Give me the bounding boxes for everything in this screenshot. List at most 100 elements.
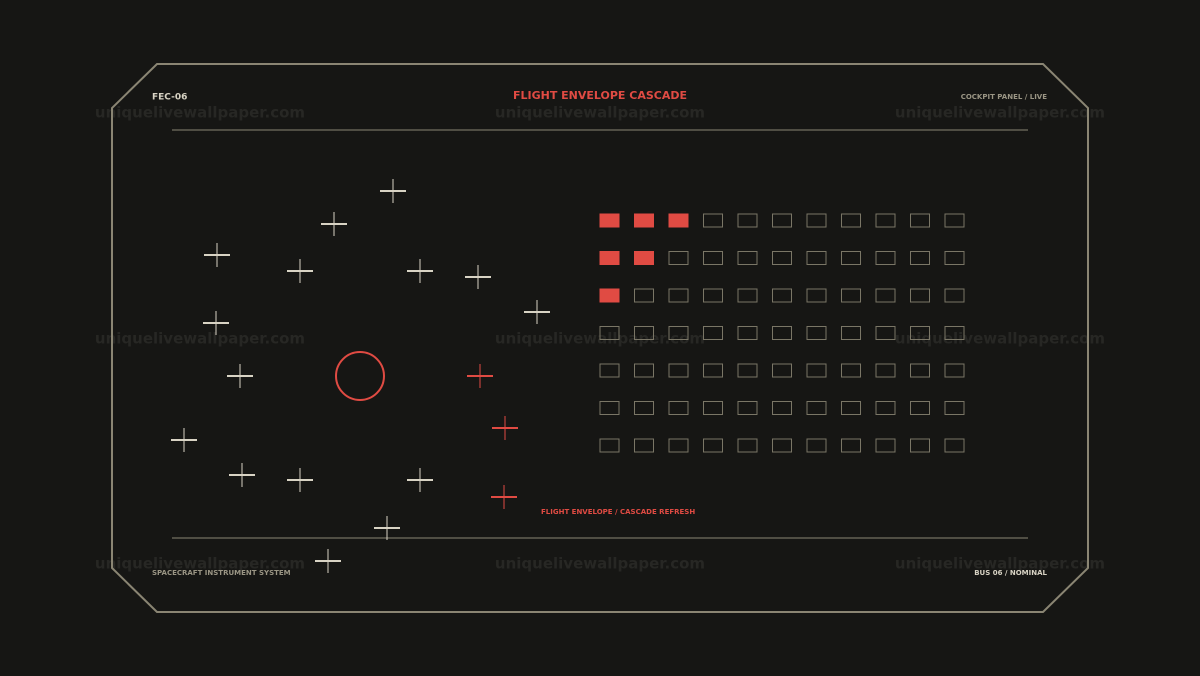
- cell: [668, 401, 689, 415]
- crosshair: [321, 212, 347, 236]
- cell: [875, 251, 896, 265]
- cell-active: [599, 213, 620, 228]
- watermark: uniquelivewallpaper.com: [895, 330, 1105, 348]
- cell: [668, 438, 689, 453]
- cell: [703, 213, 723, 228]
- cell: [737, 251, 758, 265]
- cell: [772, 438, 792, 453]
- watermark: uniquelivewallpaper.com: [95, 104, 305, 122]
- cell: [737, 288, 758, 303]
- watermark: uniquelivewallpaper.com: [495, 104, 705, 122]
- cell: [634, 401, 654, 415]
- crosshair: [407, 468, 433, 492]
- cell: [944, 401, 965, 415]
- panel-code: FEC-06: [152, 93, 187, 103]
- crosshair: [465, 265, 491, 289]
- crosshair: [467, 364, 493, 388]
- crosshair: [491, 485, 517, 509]
- watermarks: uniquelivewallpaper.com uniquelivewallpa…: [95, 104, 1105, 573]
- cell: [737, 438, 758, 453]
- cell: [841, 251, 861, 265]
- cell: [668, 251, 689, 265]
- cell: [910, 288, 930, 303]
- cell-active: [599, 288, 620, 303]
- cell: [944, 251, 965, 265]
- panel-title: FLIGHT ENVELOPE CASCADE: [513, 89, 687, 102]
- crosshair: [315, 549, 341, 573]
- crosshair: [287, 259, 313, 283]
- crosshair: [287, 468, 313, 492]
- cell: [806, 251, 827, 265]
- cell: [944, 363, 965, 378]
- cell: [875, 438, 896, 453]
- crosshair: [407, 259, 433, 283]
- cell: [772, 251, 792, 265]
- cell: [875, 363, 896, 378]
- cell: [703, 438, 723, 453]
- cell: [841, 401, 861, 415]
- cell: [910, 213, 930, 228]
- cell: [772, 213, 792, 228]
- cell: [772, 288, 792, 303]
- cell: [841, 213, 861, 228]
- frame: [111, 63, 1089, 613]
- cell: [944, 213, 965, 228]
- cell: [634, 438, 654, 453]
- crosshair: [171, 428, 197, 452]
- crosshair: [203, 311, 229, 335]
- cell: [772, 326, 792, 340]
- crosshair: [374, 516, 400, 540]
- cell: [910, 401, 930, 415]
- watermark: uniquelivewallpaper.com: [495, 555, 705, 573]
- cell: [703, 288, 723, 303]
- cell: [910, 363, 930, 378]
- cell: [703, 251, 723, 265]
- cell: [703, 401, 723, 415]
- cell: [599, 438, 620, 453]
- target-ring: [335, 351, 385, 401]
- cell: [737, 401, 758, 415]
- cell: [875, 288, 896, 303]
- cell: [841, 363, 861, 378]
- cell: [944, 438, 965, 453]
- cell-active: [668, 213, 689, 228]
- cell: [703, 363, 723, 378]
- cell: [634, 288, 654, 303]
- cell: [806, 326, 827, 340]
- cell-active: [634, 251, 654, 265]
- cell: [944, 288, 965, 303]
- watermark: uniquelivewallpaper.com: [95, 555, 305, 573]
- cell: [737, 363, 758, 378]
- cell: [737, 213, 758, 228]
- watermark: uniquelivewallpaper.com: [895, 555, 1105, 573]
- cell: [841, 438, 861, 453]
- cell: [668, 326, 689, 340]
- crosshair: [227, 364, 253, 388]
- cell: [841, 326, 861, 340]
- watermark: uniquelivewallpaper.com: [895, 104, 1105, 122]
- cell: [737, 326, 758, 340]
- cell: [875, 213, 896, 228]
- cell: [806, 438, 827, 453]
- crosshair: [204, 243, 230, 267]
- cell: [875, 401, 896, 415]
- cell: [910, 326, 930, 340]
- crosshair: [229, 463, 255, 487]
- crosshair: [492, 416, 518, 440]
- cell: [806, 401, 827, 415]
- cell: [634, 363, 654, 378]
- cell: [599, 363, 620, 378]
- cell: [599, 401, 620, 415]
- cell-active: [634, 213, 654, 228]
- cell: [772, 401, 792, 415]
- cell: [910, 251, 930, 265]
- caption: FLIGHT ENVELOPE / CASCADE REFRESH: [541, 508, 695, 516]
- cell: [944, 326, 965, 340]
- cell: [703, 326, 723, 340]
- cell: [668, 288, 689, 303]
- cell: [668, 363, 689, 378]
- cell: [599, 326, 620, 340]
- system-label: SPACECRAFT INSTRUMENT SYSTEM: [152, 569, 291, 577]
